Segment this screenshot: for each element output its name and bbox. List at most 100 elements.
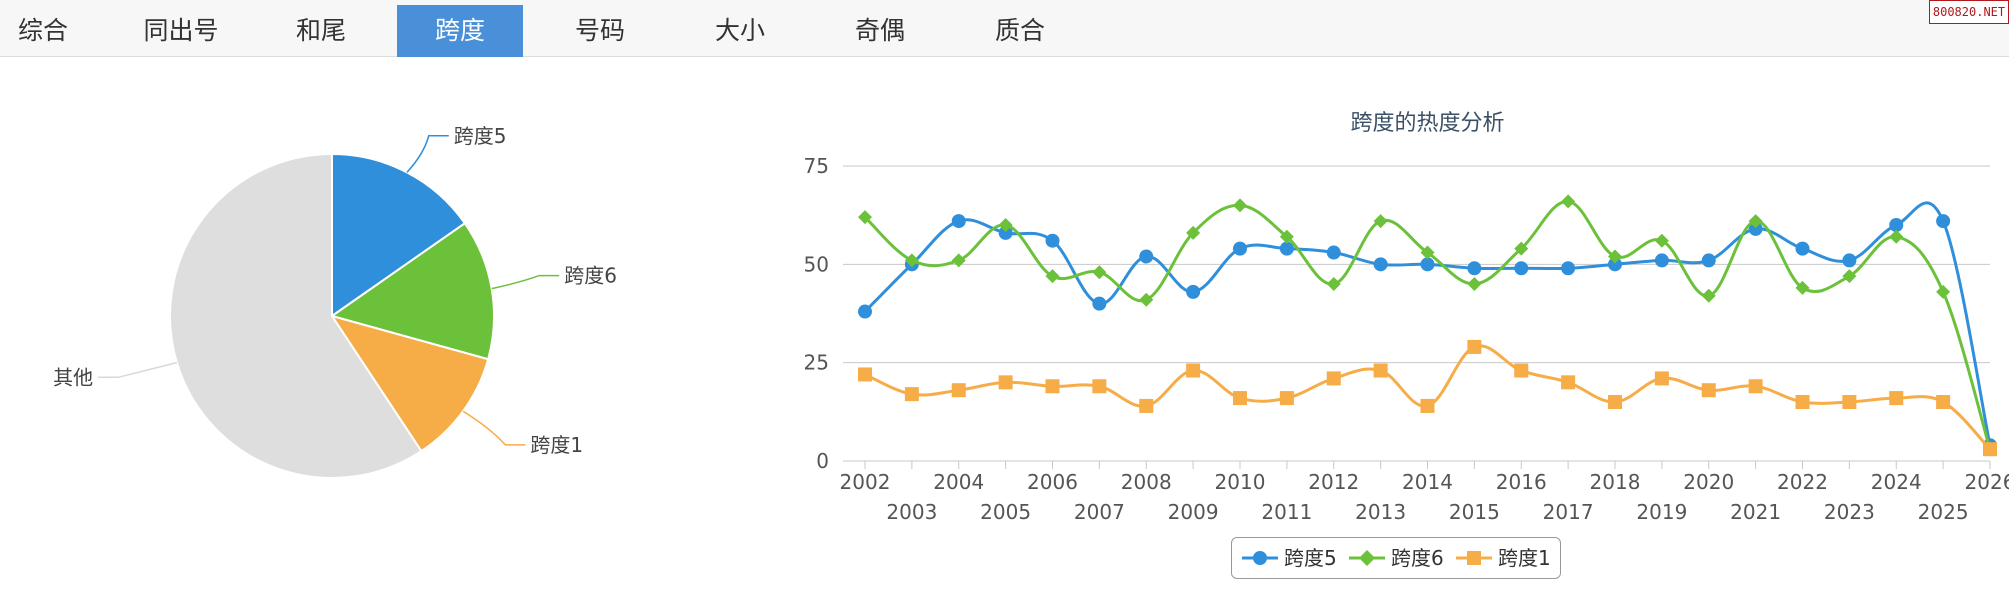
data-point[interactable] (998, 375, 1013, 390)
data-point[interactable] (1983, 442, 1997, 457)
data-point[interactable] (1795, 241, 1810, 256)
legend-label: 跨度5 (1284, 546, 1337, 570)
x-tick-label: 2007 (1074, 500, 1125, 524)
site-badge[interactable]: 800820.NET (1929, 0, 2009, 24)
x-tick-label: 2013 (1355, 500, 1406, 524)
data-point[interactable] (1279, 229, 1294, 244)
data-point[interactable] (1608, 257, 1622, 272)
data-point[interactable] (1748, 214, 1763, 229)
tab-zonghe[interactable]: 综合 (17, 16, 68, 45)
legend-square-icon (1456, 551, 1492, 565)
data-point[interactable] (1654, 253, 1669, 268)
data-point[interactable] (1186, 284, 1201, 299)
data-point[interactable] (1420, 257, 1435, 272)
data-point[interactable] (1139, 249, 1154, 264)
data-point[interactable] (1279, 391, 1294, 406)
data-point[interactable] (858, 210, 872, 225)
data-point[interactable] (1279, 241, 1294, 256)
pie-slice[interactable] (169, 152, 423, 479)
data-point[interactable] (858, 304, 872, 319)
data-point[interactable] (951, 214, 966, 229)
data-point[interactable] (1889, 229, 1904, 244)
data-point[interactable] (1654, 371, 1669, 386)
data-point[interactable] (1936, 214, 1951, 229)
data-point[interactable] (1889, 218, 1904, 232)
data-point[interactable] (904, 253, 919, 268)
data-point[interactable] (1373, 363, 1388, 378)
pie-label-connector (406, 135, 449, 173)
legend-diamond-icon (1349, 550, 1385, 566)
data-point[interactable] (1514, 363, 1529, 378)
data-point[interactable] (1326, 277, 1341, 291)
x-tick-label: 2025 (1918, 500, 1969, 524)
data-point[interactable] (1654, 233, 1669, 248)
chart-legend: 跨度5 跨度6 跨度1 (1231, 537, 1561, 579)
tab-haoma[interactable]: 号码 (574, 16, 625, 45)
data-point[interactable] (1795, 280, 1810, 295)
data-point[interactable] (1795, 395, 1810, 409)
data-point[interactable] (1326, 371, 1341, 386)
legend-item-kuadu6[interactable]: 跨度6 (1339, 538, 1444, 578)
pie-slice[interactable] (329, 221, 495, 361)
tab-tongchuhao[interactable]: 同出号 (143, 16, 219, 45)
data-point[interactable] (1139, 398, 1154, 413)
data-point[interactable] (1561, 375, 1576, 390)
data-point[interactable] (1233, 198, 1247, 213)
data-point[interactable] (1467, 277, 1482, 291)
data-point[interactable] (1420, 245, 1435, 260)
data-point[interactable] (998, 225, 1013, 240)
data-point[interactable] (1514, 241, 1529, 256)
x-tick-label: 2009 (1168, 500, 1219, 524)
data-point[interactable] (858, 367, 872, 382)
pie-slice[interactable] (329, 314, 490, 453)
data-point[interactable] (1561, 194, 1576, 209)
tab-hewei[interactable]: 和尾 (295, 16, 346, 45)
pie-slice[interactable] (331, 152, 467, 318)
data-point[interactable] (1514, 261, 1529, 276)
data-point[interactable] (1936, 395, 1951, 409)
tab-kuadu[interactable]: 跨度 (397, 5, 523, 57)
data-point[interactable] (1139, 292, 1154, 307)
data-point[interactable] (904, 387, 919, 402)
data-point[interactable] (1326, 245, 1341, 260)
x-tick-label: 2019 (1636, 500, 1687, 524)
data-point[interactable] (1045, 233, 1060, 248)
data-point[interactable] (1748, 379, 1763, 394)
data-point[interactable] (1701, 288, 1716, 303)
x-tick-label: 2015 (1449, 500, 1500, 524)
data-point[interactable] (1373, 214, 1388, 229)
data-point[interactable] (1701, 253, 1716, 268)
data-point[interactable] (998, 218, 1013, 232)
data-point[interactable] (1045, 269, 1060, 284)
data-point[interactable] (1233, 241, 1247, 256)
legend-item-kuadu5[interactable]: 跨度5 (1232, 538, 1337, 578)
legend-item-kuadu1[interactable]: 跨度1 (1446, 538, 1551, 578)
data-point[interactable] (1701, 383, 1716, 398)
data-point[interactable] (1092, 265, 1107, 280)
data-point[interactable] (1373, 257, 1388, 272)
data-point[interactable] (1092, 379, 1107, 394)
data-point[interactable] (1748, 221, 1763, 236)
data-point[interactable] (1420, 398, 1435, 413)
data-point[interactable] (1608, 395, 1622, 409)
series-line (864, 344, 1992, 451)
data-point[interactable] (1561, 261, 1576, 276)
data-point[interactable] (1233, 391, 1247, 406)
data-point[interactable] (1842, 395, 1857, 409)
data-point[interactable] (1889, 391, 1904, 406)
data-point[interactable] (1936, 284, 1951, 299)
data-point[interactable] (1186, 363, 1201, 378)
data-point[interactable] (951, 253, 966, 268)
tab-daxiao[interactable]: 大小 (714, 16, 765, 45)
tab-jiou[interactable]: 奇偶 (854, 16, 905, 45)
data-point[interactable] (1045, 379, 1060, 394)
data-point[interactable] (1092, 296, 1107, 311)
data-point[interactable] (1186, 225, 1201, 240)
data-point[interactable] (1842, 269, 1857, 284)
data-point[interactable] (1467, 339, 1482, 354)
tab-zhihe[interactable]: 质合 (994, 16, 1045, 45)
data-point[interactable] (1608, 249, 1622, 264)
data-point[interactable] (1467, 261, 1482, 276)
data-point[interactable] (951, 383, 966, 398)
data-point[interactable] (1842, 253, 1857, 268)
